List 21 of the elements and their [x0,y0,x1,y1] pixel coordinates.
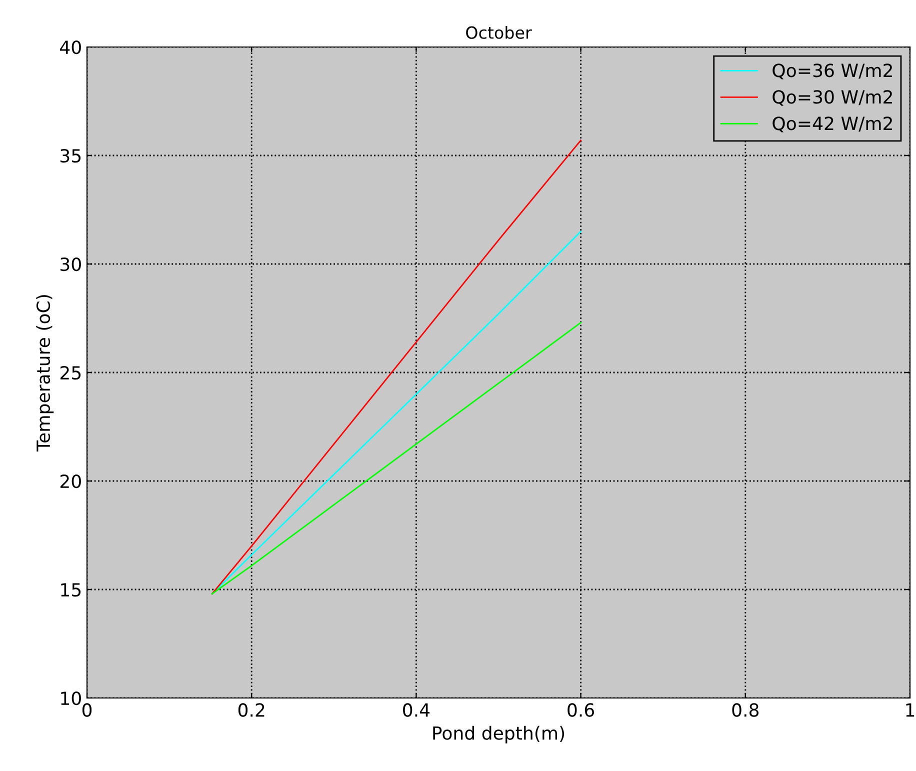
x-tick-label: 1 [906,703,914,717]
x-tick-label: 0 [82,703,92,717]
y-tick-label: 30 [60,257,81,272]
x-axis-title: Pond depth(m) [433,726,564,744]
y-tick-label: 10 [61,691,81,706]
x-tick-label: 0.4 [403,703,430,717]
chart-title: October [466,26,532,39]
y-tick-label: 40 [60,40,81,54]
y-tick-label: 15 [61,583,81,597]
legend-label: Qo=36 W/m2 [772,64,892,80]
legend-label: Qo=30 W/m2 [772,90,892,106]
x-tick-label: 0.8 [732,703,759,717]
line-series [211,322,582,595]
x-tick-label: 0.2 [238,703,264,717]
y-tick-label: 35 [60,148,81,163]
legend-label: Qo=42 W/m2 [772,116,892,132]
y-tick-label: 20 [60,474,81,488]
y-axis-title: Temperature (oC) [36,295,54,452]
x-tick-label: 0.6 [568,703,594,717]
y-tick-label: 25 [60,366,81,380]
line-series [211,140,582,595]
